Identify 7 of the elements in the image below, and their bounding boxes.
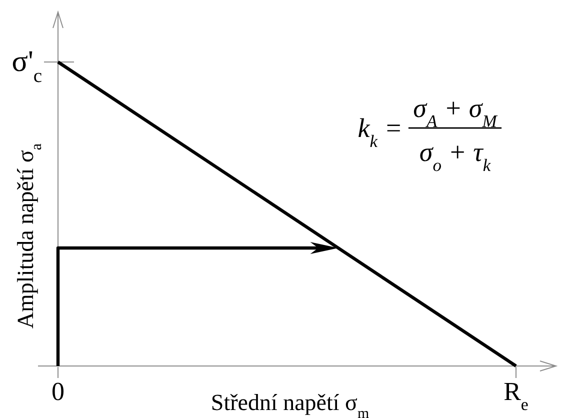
annotation: σ$_{o}$ + τ$_{k}$ <box>419 137 492 175</box>
annotation: σ$_{A}$ + σ$_{M}$ <box>413 93 498 131</box>
annotation: k$_{k}$ = <box>358 113 402 151</box>
x-tick-label: R$_{e}$ <box>504 377 528 414</box>
annotation: σ'$_{c}$ <box>12 45 42 86</box>
x-axis-title: Střední napětí σ$_{m}$ <box>210 390 370 418</box>
x-tick-label: 0 <box>52 377 64 406</box>
